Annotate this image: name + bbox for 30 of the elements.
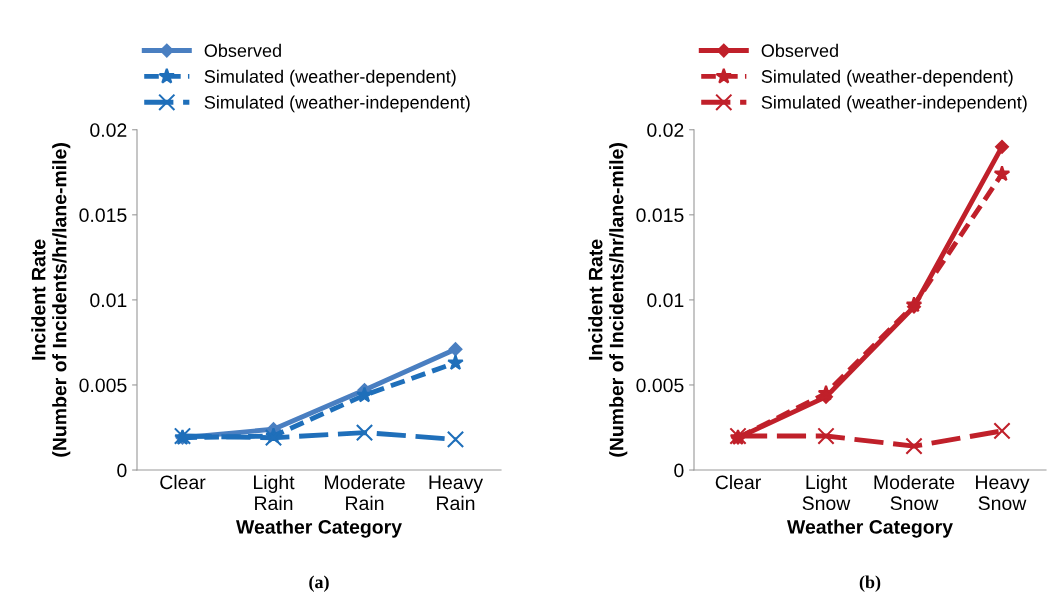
- legend-label: Observed: [761, 43, 838, 58]
- x-tick-label: Clear: [715, 474, 761, 490]
- legend-label: Simulated (weather-dependent): [761, 69, 1013, 87]
- x-tick-label: Light Rain: [254, 474, 295, 511]
- y-tick-label: 0.005: [79, 378, 127, 393]
- x-tick-label: Light Snow: [802, 474, 851, 511]
- legend-label: Observed: [204, 43, 281, 58]
- y-tick-label: 0: [674, 463, 684, 478]
- x-tick-label: Moderate Rain: [325, 474, 405, 511]
- text: (a): [309, 575, 329, 592]
- legend-label: Simulated (weather-independent): [761, 95, 1027, 113]
- y-tick-label: 0.02: [90, 123, 127, 137]
- x-tick-label: Moderate Snow: [874, 474, 955, 511]
- text: (b): [859, 575, 881, 592]
- y-axis-title: Incident Rate (Number of Incidents/hr/lane-mile): [588, 143, 628, 457]
- x-tick-label: Heavy Rain: [429, 475, 484, 511]
- legend-label: Simulated (weather-independent): [204, 95, 470, 113]
- y-tick-label: 0.02: [647, 123, 684, 137]
- y-axis-title: Incident Rate (Number of Incidents/hr/lane-mile): [31, 143, 71, 457]
- y-tick-label: 0.01: [647, 293, 684, 308]
- y-tick-label: 0.01: [90, 293, 127, 308]
- x-axis-title: Weather Category: [786, 519, 953, 538]
- y-tick-label: 0: [117, 463, 127, 478]
- x-axis-title: Weather Category: [235, 519, 402, 538]
- legend-label: Simulated (weather-dependent): [204, 69, 456, 87]
- y-tick-label: 0.015: [636, 208, 684, 223]
- y-tick-label: 0.005: [636, 378, 684, 393]
- y-tick-label: 0.015: [79, 208, 127, 223]
- x-tick-label: Heavy Snow: [976, 475, 1030, 511]
- x-tick-label: Clear: [160, 474, 206, 490]
